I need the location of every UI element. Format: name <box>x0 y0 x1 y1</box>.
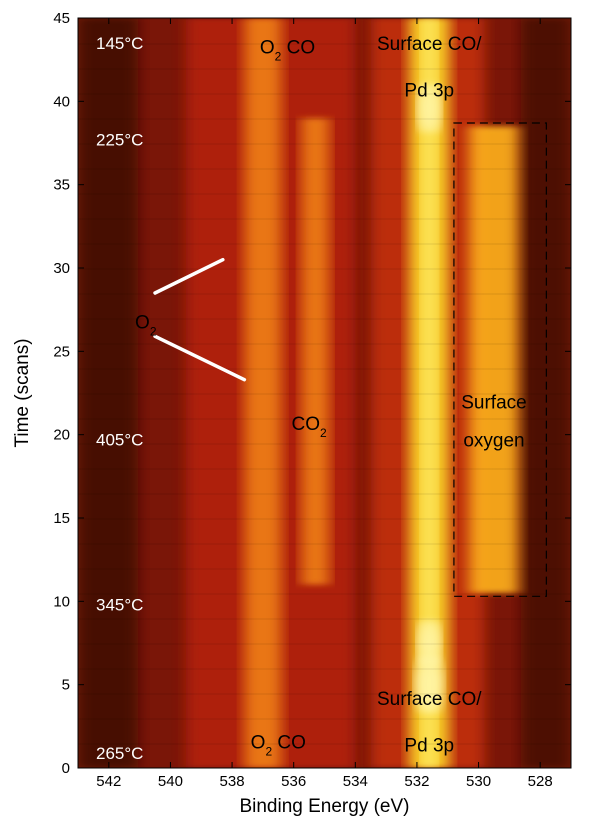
annotation-label: O2 CO <box>251 732 306 758</box>
heatmap-streak <box>78 418 571 420</box>
heatmap-band-core <box>422 18 437 768</box>
annotation-label: O2 <box>135 312 157 338</box>
heatmap-streak <box>78 318 571 320</box>
annotation-layer: 145°C 225°C 405°C 345°C 265°C O2 CO Surface CO… <box>96 34 547 763</box>
heatmap-streak <box>78 393 571 395</box>
annotation-label: Surface CO/ <box>377 689 482 710</box>
y-tick-label: 10 <box>53 593 70 610</box>
y-tick-label: 0 <box>62 760 70 777</box>
heatmap-streak <box>78 593 571 595</box>
axes: 542 540 538 536 534 532 530 528 0 5 10 15 20 25 30 35 40… <box>53 10 571 790</box>
heatmap-streak <box>78 218 571 220</box>
heatmap-streak <box>78 743 571 745</box>
y-tick-label: 15 <box>53 510 70 527</box>
annotation-label: oxygen <box>463 431 524 452</box>
heatmap-streak <box>78 693 571 695</box>
heatmap-streak <box>78 368 571 370</box>
pointer-line <box>153 334 247 382</box>
heatmap-streak <box>78 643 571 645</box>
heatmap-streak <box>78 268 571 270</box>
y-tick-label: 30 <box>53 260 70 277</box>
heatmap-streak <box>78 443 571 445</box>
annotation-label: Surface CO/ <box>377 34 482 55</box>
y-axis-label: Time (scans) <box>12 338 33 447</box>
x-tick-label: 542 <box>96 773 121 790</box>
heatmap-streak <box>78 343 571 345</box>
x-tick-label: 530 <box>466 773 491 790</box>
plot-frame <box>77 17 572 769</box>
annotation-label: O2 CO <box>260 37 315 63</box>
annotation-label: CO2 <box>292 414 328 440</box>
annotation-label: Pd 3p <box>404 736 454 757</box>
heatmap-streak <box>78 668 571 670</box>
heatmap-streak <box>78 43 571 45</box>
heatmap-streak <box>78 168 571 170</box>
heatmap-streak <box>78 493 571 495</box>
heatmap-streak <box>78 118 571 120</box>
heatmap-edge <box>521 18 571 768</box>
y-tick-label: 20 <box>53 427 70 444</box>
heatmap-image <box>78 18 571 768</box>
y-tick-label: 5 <box>62 677 70 694</box>
heatmap-edge <box>78 18 138 768</box>
x-tick-label: 532 <box>404 773 429 790</box>
heatmap-streak <box>78 618 571 620</box>
y-tick-label: 35 <box>53 177 70 194</box>
heatmap-streak <box>78 718 571 720</box>
annotation-label: Pd 3p <box>404 81 454 102</box>
heatmap-streak <box>78 68 571 70</box>
heatmap-streak <box>78 568 571 570</box>
annotation-label: Surface <box>461 392 526 413</box>
x-tick-label: 534 <box>343 773 368 790</box>
heatmap-band <box>244 18 282 768</box>
heatmap-streak <box>78 93 571 95</box>
y-tick-label: 45 <box>53 10 70 27</box>
dashed-box <box>453 122 547 597</box>
x-tick-label: 540 <box>158 773 183 790</box>
x-tick-label: 538 <box>220 773 245 790</box>
heatmap-streak <box>78 468 571 470</box>
heatmap-streak <box>78 543 571 545</box>
heatmap-streak <box>78 18 571 20</box>
heatmap-streak <box>78 193 571 195</box>
heatmap-streak <box>78 143 571 145</box>
temperature-label: 405°C <box>96 431 143 450</box>
x-tick-label: 528 <box>528 773 553 790</box>
x-tick-label: 536 <box>281 773 306 790</box>
y-tick-label: 25 <box>53 343 70 360</box>
pointer-line <box>153 257 225 295</box>
temperature-label: 265°C <box>96 744 143 763</box>
heatmap-streak <box>78 243 571 245</box>
heatmap-streak <box>78 518 571 520</box>
heatmap-band <box>469 126 519 593</box>
temperature-label: 225°C <box>96 131 143 150</box>
heatmap-band <box>301 118 330 585</box>
temperature-label: 145°C <box>96 34 143 53</box>
x-axis-label: Binding Energy (eV) <box>239 796 409 817</box>
temperature-label: 345°C <box>96 596 143 615</box>
y-tick-label: 40 <box>53 93 70 110</box>
heatmap-streak <box>78 293 571 295</box>
